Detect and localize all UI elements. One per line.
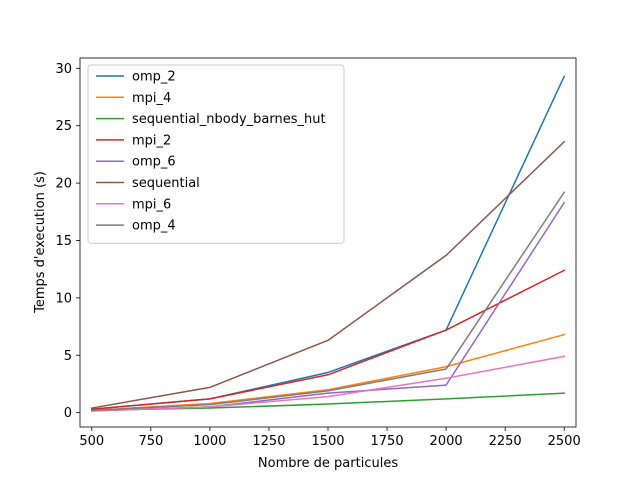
x-tick-label: 2000 — [430, 434, 463, 449]
series-layer — [90, 75, 566, 412]
y-tick-label: 0 — [64, 406, 72, 421]
legend-label-mpi_4: mpi_4 — [132, 91, 171, 106]
y-tick-label: 15 — [55, 234, 72, 249]
series-line-sequential — [90, 140, 566, 409]
x-tick-label: 750 — [138, 434, 163, 449]
x-tick-label: 1000 — [193, 434, 226, 449]
y-tick-label: 30 — [55, 62, 72, 77]
legend-label-omp_2: omp_2 — [132, 70, 176, 85]
y-axis-label: Temps d'execution (s) — [33, 171, 48, 314]
y-tick-label: 20 — [55, 177, 72, 192]
x-tick-label: 500 — [79, 434, 104, 449]
series-line-omp_4 — [91, 191, 566, 412]
legend-label-mpi_6: mpi_6 — [132, 197, 171, 212]
x-tick-label: 2500 — [548, 434, 581, 449]
legend-label-sequential: sequential — [132, 176, 200, 191]
legend: omp_2 mpi_4 sequential_nbody_barnes_hutmpi… — [87, 64, 345, 244]
series-line-mpi_6 — [91, 355, 566, 412]
legend-label-sequential_nbody_barnes_hut: sequential_nbody_barnes_hut — [132, 112, 326, 127]
x-tick-label: 2250 — [489, 434, 522, 449]
ticks-layer: 500 750 1000 1250 1500 1750 2000 2250 2500 0 5 10 15… — [55, 62, 580, 449]
y-tick-label: 25 — [55, 119, 72, 134]
legend-label-omp_6: omp_6 — [132, 155, 176, 170]
x-tick-label: 1500 — [311, 434, 344, 449]
legend-label-mpi_2: mpi_2 — [132, 133, 171, 148]
y-tick-label: 10 — [55, 291, 72, 306]
x-tick-label: 1250 — [252, 434, 285, 449]
x-axis-label: Nombre de particules — [258, 456, 398, 471]
x-tick-label: 1750 — [371, 434, 404, 449]
y-tick-label: 5 — [64, 349, 72, 364]
legend-label-omp_4: omp_4 — [132, 219, 176, 234]
series-line-mpi_4 — [91, 333, 566, 412]
legend-box — [87, 64, 345, 244]
